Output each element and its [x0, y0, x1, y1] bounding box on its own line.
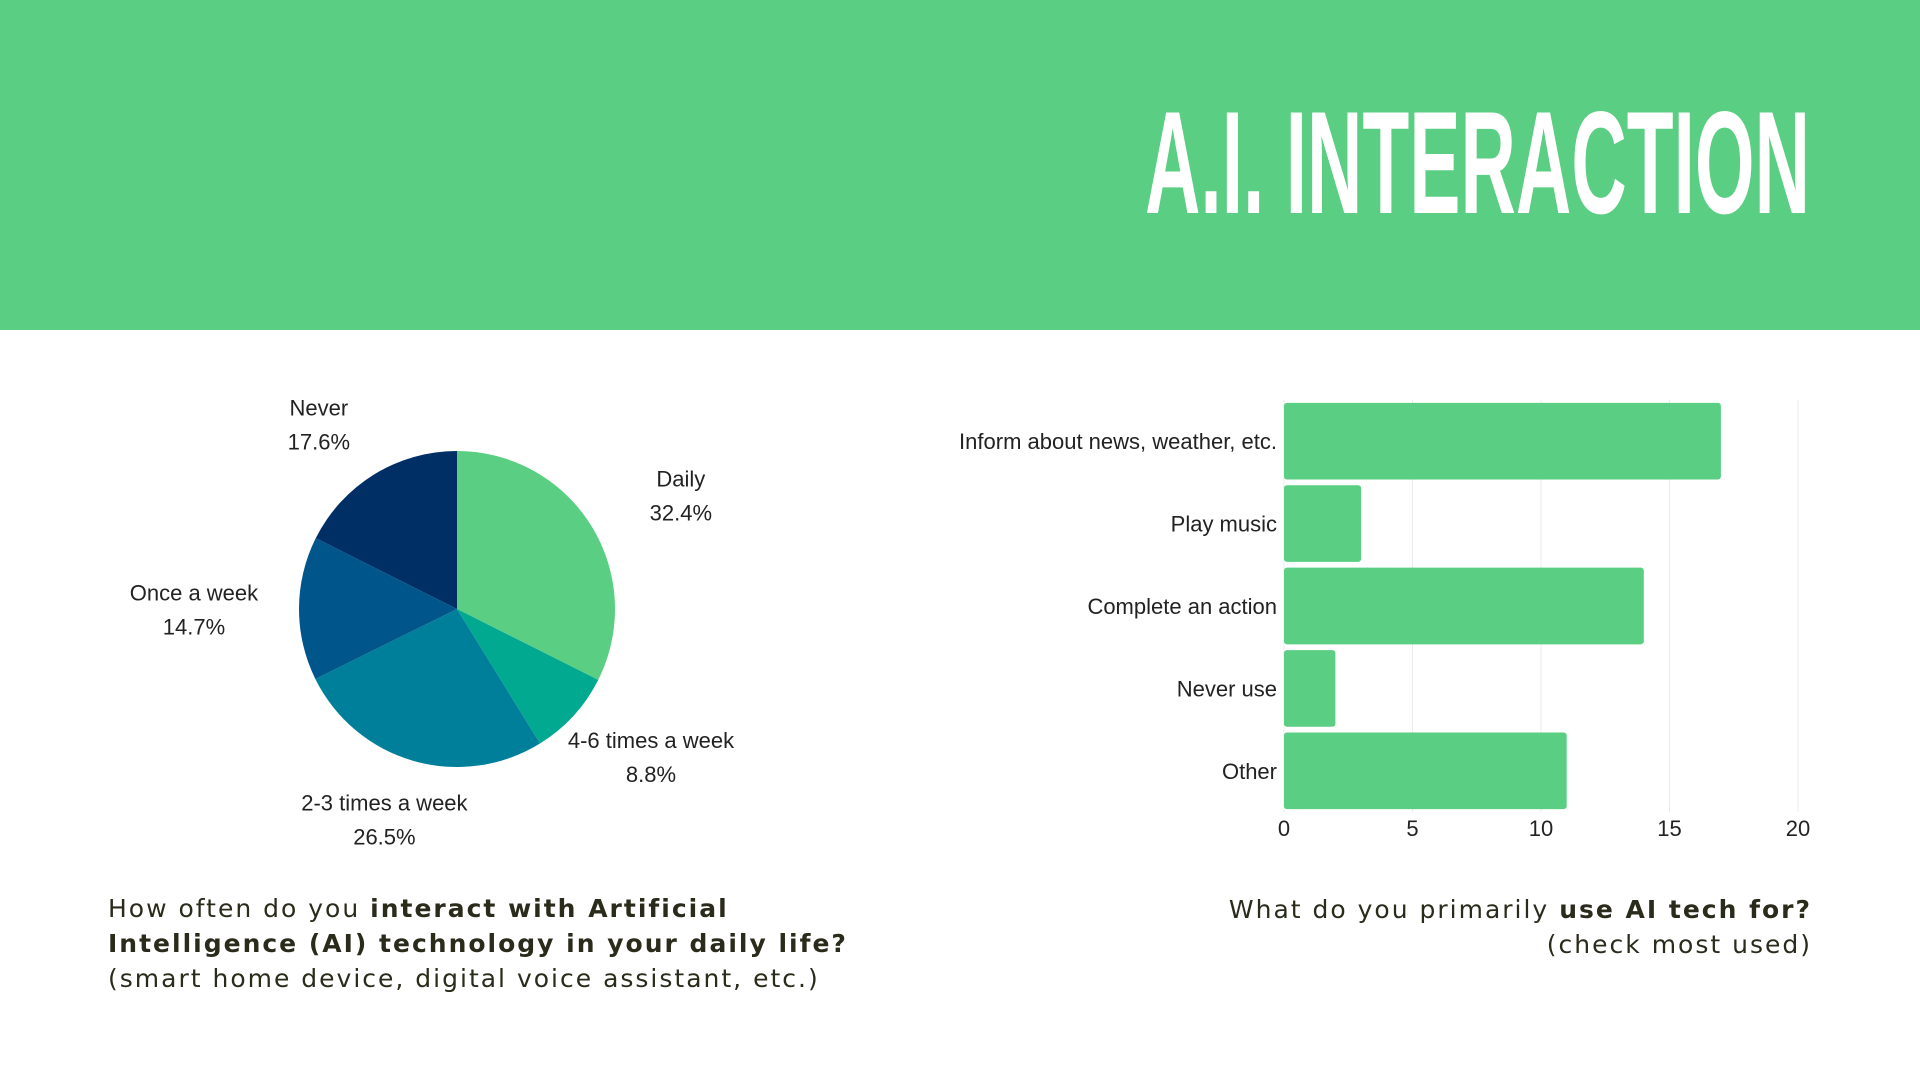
y-tick-label: Play music — [1171, 512, 1277, 537]
y-tick-label: Complete an action — [1087, 594, 1277, 619]
pie-label-name: 4-6 times a week — [568, 728, 735, 753]
caption-segment: (check most used) — [1547, 930, 1812, 959]
caption-segment: How often do you — [108, 894, 370, 923]
caption-segment: interact with Artificial — [370, 894, 729, 923]
pie-slice — [315, 609, 540, 768]
caption-segment: use AI tech for? — [1559, 895, 1812, 924]
caption-line: (check most used) — [1547, 930, 1812, 959]
pie-label-name: Daily — [656, 466, 705, 491]
x-tick-label: 0 — [1278, 816, 1290, 841]
pie-slice — [457, 451, 615, 680]
bar — [1284, 402, 1721, 480]
page-title: A.I. INTERACTION — [1145, 81, 1810, 244]
y-tick-label: Never use — [1177, 676, 1277, 701]
pie-label-name: Never — [290, 395, 349, 420]
caption-segment: What do you primarily — [1229, 895, 1559, 924]
pie-label-value: 32.4% — [650, 500, 712, 525]
pie-label-value: 17.6% — [288, 429, 350, 454]
header-band — [0, 0, 1920, 330]
x-tick-label: 15 — [1657, 816, 1681, 841]
caption-line: How often do you interact with Artificia… — [108, 894, 729, 923]
y-tick-label: Inform about news, weather, etc. — [959, 429, 1277, 454]
pie-slice — [457, 609, 599, 744]
pie-label-name: Once a week — [130, 580, 259, 605]
x-tick-label: 20 — [1786, 816, 1810, 841]
pie-label-value: 8.8% — [626, 762, 676, 787]
x-tick-label: 5 — [1406, 816, 1418, 841]
y-tick-label: Other — [1222, 759, 1277, 784]
caption-line: What do you primarily use AI tech for? — [1229, 895, 1812, 924]
bar — [1284, 732, 1567, 810]
pie-label-value: 14.7% — [163, 614, 225, 639]
pie-label-name: 2-3 times a week — [301, 791, 468, 816]
pie-slice — [315, 451, 457, 609]
bar — [1284, 485, 1362, 562]
pie-label-value: 26.5% — [353, 825, 415, 850]
bar — [1284, 567, 1644, 645]
caption-segment: Intelligence (AI) technology in your dai… — [108, 929, 848, 958]
caption-line: Intelligence (AI) technology in your dai… — [108, 929, 848, 958]
x-tick-label: 10 — [1529, 816, 1553, 841]
caption-line: (smart home device, digital voice assist… — [108, 964, 820, 993]
bar — [1284, 650, 1336, 727]
caption-segment: (smart home device, digital voice assist… — [108, 964, 820, 993]
pie-slice — [298, 538, 457, 679]
